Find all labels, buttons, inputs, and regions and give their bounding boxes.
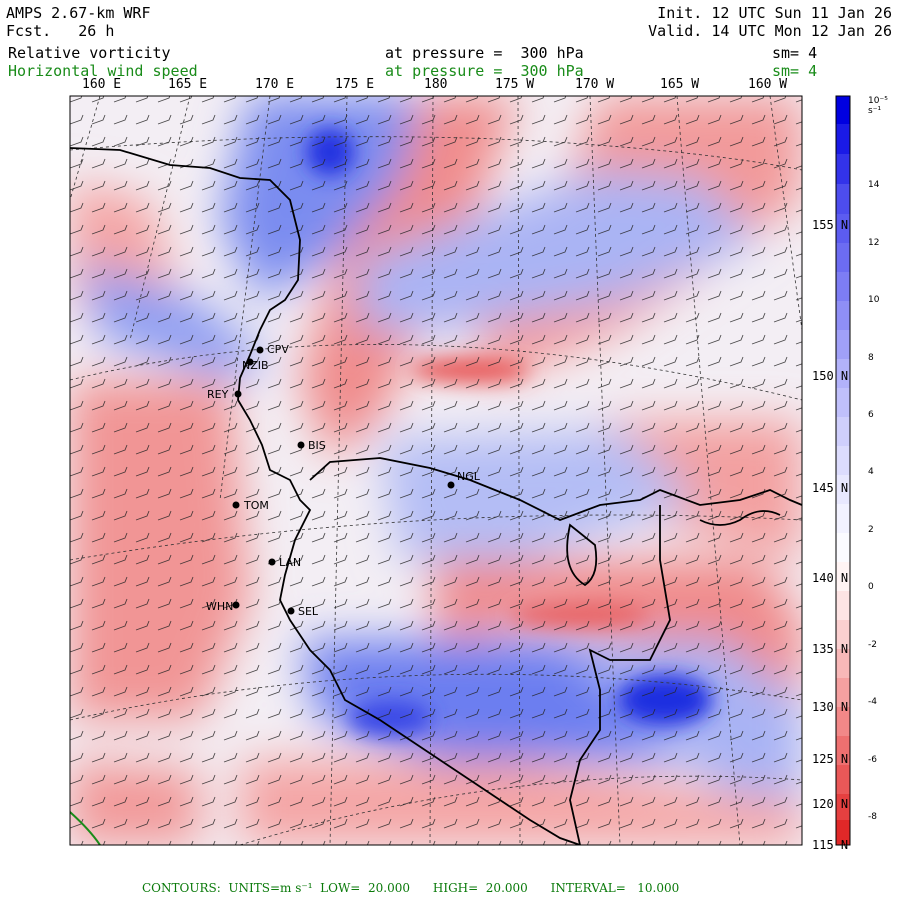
station-label-sel: SEL xyxy=(298,605,319,618)
colorbar-tick: -8 xyxy=(868,812,877,822)
colorbar xyxy=(835,95,851,846)
station-marker-nzib xyxy=(246,358,254,366)
field2-name: Horizontal wind speed xyxy=(8,62,198,80)
station-label-lan: LAN xyxy=(279,556,301,569)
station-label-rey: REY xyxy=(207,388,229,401)
station-label-bis: BIS xyxy=(308,439,326,452)
vorticity-field xyxy=(70,96,802,845)
station-label-tom: TOM xyxy=(243,499,269,512)
station-label-ngl: NGL xyxy=(457,470,481,483)
lat-label: 130 N xyxy=(812,700,849,714)
colorbar-tick: 4 xyxy=(868,467,874,477)
stations-layer: CPV NZIB REY BIS NGL TOM LAN WHN SEL xyxy=(206,343,481,618)
station-marker-bis xyxy=(297,441,305,449)
colorbar-tick: 0 xyxy=(868,582,874,592)
model-title: AMPS 2.67-km WRF xyxy=(6,4,151,22)
lon-label: 175 W xyxy=(495,77,535,92)
station-label-nzib: NZIB xyxy=(242,359,269,372)
colorbar-tick: 8 xyxy=(868,353,874,363)
lon-label: 170 W xyxy=(575,77,615,92)
station-label-cpv: CPV xyxy=(267,343,289,356)
lat-label: 120 N xyxy=(812,797,849,811)
station-marker-lan xyxy=(268,558,276,566)
station-marker-whn xyxy=(232,601,240,609)
lon-label: 165 W xyxy=(660,77,700,92)
colorbar-tick: -2 xyxy=(868,640,877,650)
lon-label: 160 W xyxy=(748,77,788,92)
colorbar-units: 10⁻⁵ s⁻¹ xyxy=(868,96,888,116)
forecast-hour: Fcst. 26 h xyxy=(6,22,114,40)
field2-smoothing: sm= 4 xyxy=(772,62,818,80)
fcst-label: Fcst. xyxy=(6,22,52,40)
colorbar-tick: 12 xyxy=(868,238,880,248)
lat-label: 145 N xyxy=(812,481,849,495)
lon-label: 165 E xyxy=(168,77,208,92)
lon-label: 175 E xyxy=(335,77,375,92)
lat-label: 115 N xyxy=(812,838,849,852)
colorbar-tick: 10 xyxy=(868,295,880,305)
station-marker-tom xyxy=(232,501,240,509)
colorbar-tick: 14 xyxy=(868,180,880,190)
station-marker-cpv xyxy=(256,346,264,354)
lat-label: 125 N xyxy=(812,752,849,766)
init-time: Init. 12 UTC Sun 11 Jan 26 xyxy=(657,4,892,22)
lat-label: 150 N xyxy=(812,369,849,383)
field1-smoothing: sm= 4 xyxy=(772,44,818,62)
field1-pressure: at pressure = 300 hPa xyxy=(385,44,584,62)
station-marker-rey xyxy=(234,390,242,398)
valid-time: Valid. 14 UTC Mon 12 Jan 26 xyxy=(648,22,892,40)
station-marker-sel xyxy=(287,607,295,615)
lon-label: 180 xyxy=(424,77,448,92)
station-label-whn: WHN xyxy=(206,600,233,613)
lon-label: 160 E xyxy=(82,77,122,92)
colorbar-tick: 6 xyxy=(868,410,874,420)
lat-label: 140 N xyxy=(812,571,849,585)
contour-info: CONTOURS: UNITS=m s⁻¹ LOW= 20.000 HIGH= … xyxy=(142,881,680,895)
lat-label: 155 N xyxy=(812,218,849,232)
station-marker-ngl xyxy=(447,481,455,489)
colorbar-tick: -6 xyxy=(868,755,877,765)
colorbar-tick: -4 xyxy=(868,697,877,707)
colorbar-tick: 2 xyxy=(868,525,874,535)
fcst-value: 26 h xyxy=(78,22,115,40)
field2-pressure: at pressure = 300 hPa xyxy=(385,62,584,80)
field1-name: Relative vorticity xyxy=(8,44,171,62)
lon-label: 170 E xyxy=(255,77,295,92)
lat-label: 135 N xyxy=(812,642,849,656)
